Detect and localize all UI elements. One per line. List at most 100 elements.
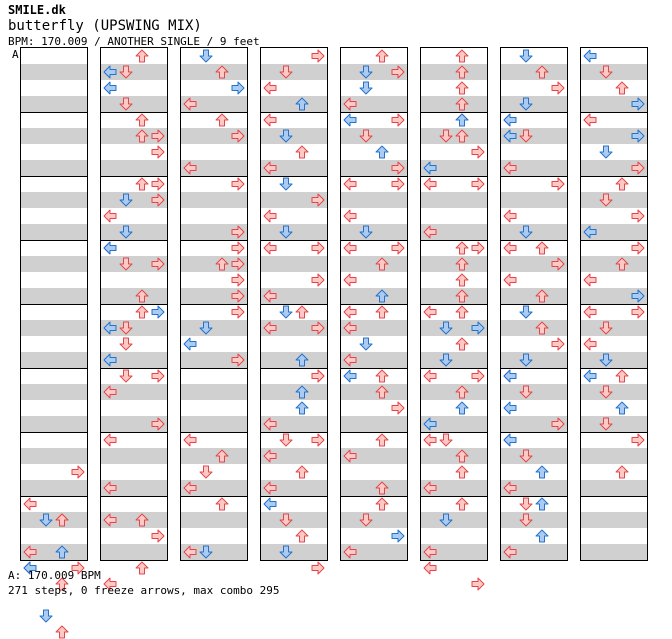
down-arrow-icon [359,337,373,351]
beat-band [21,512,87,528]
beat-band [21,160,87,176]
left-arrow-icon [423,561,437,575]
chart-column [180,47,248,561]
down-arrow-icon [439,513,453,527]
right-arrow-icon [71,561,85,575]
measure-line [21,432,87,433]
beat-band [421,512,487,528]
beat-band [101,288,167,304]
up-arrow-icon [455,273,469,287]
measure-line [21,496,87,497]
up-arrow-icon [135,513,149,527]
down-arrow-icon [279,545,293,559]
beat-band [181,256,247,272]
down-arrow-icon [519,129,533,143]
right-arrow-icon [551,257,565,271]
up-arrow-icon [535,497,549,511]
beat-band [261,544,327,560]
measure-line [501,112,567,113]
beat-band [341,512,407,528]
right-arrow-icon [151,177,165,191]
right-arrow-icon [311,433,325,447]
up-arrow-icon [535,289,549,303]
beat-band [21,544,87,560]
measure-line [181,496,247,497]
up-arrow-icon [455,97,469,111]
down-arrow-icon [359,65,373,79]
beat-band [101,416,167,432]
up-arrow-icon [135,177,149,191]
right-arrow-icon [311,49,325,63]
left-arrow-icon [343,305,357,319]
measure-line [581,496,647,497]
measure-line [421,368,487,369]
beat-band [101,352,167,368]
left-arrow-icon [183,97,197,111]
beat-band [21,96,87,112]
up-arrow-icon [375,145,389,159]
left-arrow-icon [423,369,437,383]
measure-line [261,176,327,177]
beat-band [341,192,407,208]
left-arrow-icon [103,209,117,223]
beat-band [581,448,647,464]
beat-band [501,192,567,208]
right-arrow-icon [231,273,245,287]
beat-band [21,352,87,368]
measure-line [101,112,167,113]
left-arrow-icon [343,273,357,287]
right-arrow-icon [151,369,165,383]
beat-band [181,96,247,112]
beat-band [581,416,647,432]
up-arrow-icon [295,145,309,159]
measure-line [261,432,327,433]
beat-band [21,64,87,80]
chart-column [420,47,488,591]
beat-band [421,448,487,464]
measure-line [101,496,167,497]
beat-band [101,512,167,528]
step-stats: 271 steps, 0 freeze arrows, max combo 29… [8,584,280,597]
right-arrow-icon [551,337,565,351]
up-arrow-icon [375,49,389,63]
left-arrow-icon [263,321,277,335]
up-arrow-icon [375,289,389,303]
left-arrow-icon [503,369,517,383]
beat-band [581,128,647,144]
measure-line [261,496,327,497]
right-arrow-icon [231,225,245,239]
right-arrow-icon [231,129,245,143]
measure-line [181,112,247,113]
left-arrow-icon [103,385,117,399]
beat-band [21,128,87,144]
beat-band [421,384,487,400]
measure-line [501,176,567,177]
beat-band [261,416,327,432]
beat-band [421,192,487,208]
left-arrow-icon [583,225,597,239]
measure-line [21,176,87,177]
down-arrow-icon [519,97,533,111]
beat-band [501,288,567,304]
right-arrow-icon [471,321,485,335]
right-arrow-icon [151,529,165,543]
down-arrow-icon [439,353,453,367]
down-arrow-icon [359,129,373,143]
up-arrow-icon [55,625,69,639]
up-arrow-icon [455,113,469,127]
down-arrow-icon [279,129,293,143]
measure-line [581,432,647,433]
right-arrow-icon [631,241,645,255]
measure-line [341,176,407,177]
left-arrow-icon [343,97,357,111]
right-arrow-icon [551,177,565,191]
beat-band [581,256,647,272]
down-arrow-icon [279,65,293,79]
left-arrow-icon [263,497,277,511]
up-arrow-icon [615,401,629,415]
up-arrow-icon [455,337,469,351]
left-arrow-icon [583,337,597,351]
up-arrow-icon [295,97,309,111]
measure-line [181,368,247,369]
chart-column [580,47,648,561]
